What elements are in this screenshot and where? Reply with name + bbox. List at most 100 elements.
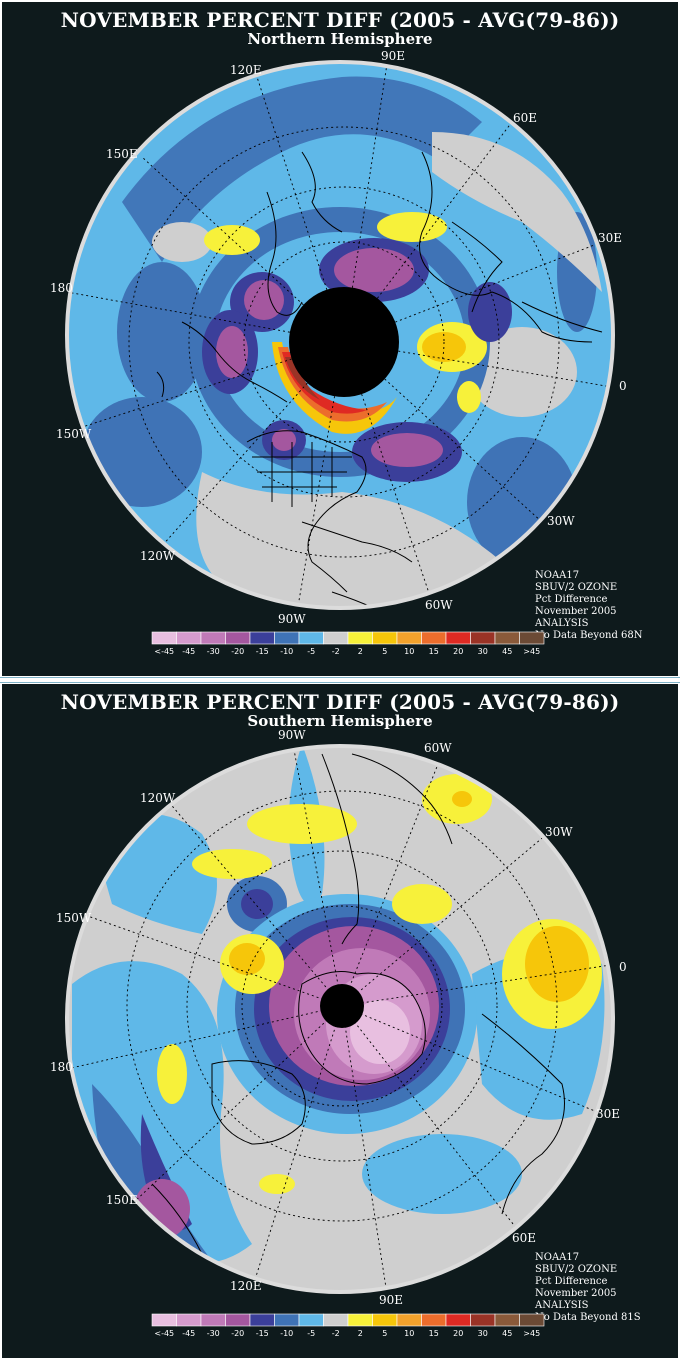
legend-label: -20 xyxy=(231,1329,244,1338)
legend-label: -5 xyxy=(307,647,315,656)
legend-label: 2 xyxy=(358,647,363,656)
lon-label-30w: 30W xyxy=(547,514,575,528)
info-data-limit: No Data Beyond 68N xyxy=(535,630,643,641)
legend-label: -15 xyxy=(256,647,269,656)
legend-swatch xyxy=(470,1313,496,1327)
legend-label: 5 xyxy=(382,647,387,656)
panel-divider xyxy=(0,677,680,683)
legend-label: 20 xyxy=(453,647,463,656)
color-legend-north: <-45 -45 -30 -20 -15 -10 -5 -2 2 5 10 15 20 30 45 >45 xyxy=(151,631,545,656)
legend-swatch xyxy=(347,631,373,645)
northern-hemisphere-map: 90E 60E 30E 0 30W 60W 90W 120W 150W 180 … xyxy=(50,49,627,626)
chart-title-north: NOVEMBER PERCENT DIFF (2005 - AVG(79-86)… xyxy=(60,8,620,32)
legend-swatch xyxy=(225,1313,251,1327)
legend-label: -15 xyxy=(256,1329,269,1338)
legend-swatch xyxy=(396,1313,422,1327)
legend-label: -5 xyxy=(307,1329,315,1338)
info-instrument: SBUV/2 OZONE xyxy=(535,582,618,593)
legend-swatch xyxy=(519,1313,545,1327)
legend-label: -20 xyxy=(231,647,244,656)
legend-swatch xyxy=(396,631,422,645)
legend-swatch xyxy=(249,1313,275,1327)
lon-label-0: 0 xyxy=(619,379,627,393)
legend-swatch xyxy=(445,631,471,645)
lon-label-120e: 120E xyxy=(230,63,262,77)
legend-swatch xyxy=(494,631,520,645)
info-type: ANALYSIS xyxy=(535,1300,589,1311)
lon-label-90e: 90E xyxy=(379,1293,403,1307)
legend-swatch xyxy=(200,1313,226,1327)
legend-label: 20 xyxy=(453,1329,463,1338)
lon-label-90w: 90W xyxy=(278,728,306,742)
lon-label-150e: 150E xyxy=(106,147,138,161)
ozone-field-north xyxy=(67,62,613,608)
lon-label-30w: 30W xyxy=(545,825,573,839)
info-date: November 2005 xyxy=(535,606,617,617)
lon-label-150w: 150W xyxy=(56,427,92,441)
lon-label-90e: 90E xyxy=(381,49,405,63)
lon-label-180: 180 xyxy=(50,1060,73,1074)
southern-hemisphere-panel: 90W 60W 30W 0 30E 60E 90E 120E 150E 180 … xyxy=(2,684,678,1358)
legend-swatch xyxy=(323,1313,349,1327)
legend-label: 10 xyxy=(404,1329,414,1338)
lon-label-120w: 120W xyxy=(140,791,176,805)
map-rim xyxy=(65,60,615,610)
legend-swatch xyxy=(347,1313,373,1327)
info-satellite: NOAA17 xyxy=(535,570,580,581)
legend-swatch xyxy=(470,631,496,645)
lon-label-60e: 60E xyxy=(513,111,537,125)
chart-subtitle-north: Northern Hemisphere xyxy=(247,30,433,48)
chart-subtitle-south: Southern Hemisphere xyxy=(247,712,433,730)
lon-label-60e: 60E xyxy=(512,1231,536,1245)
info-quantity: Pct Difference xyxy=(535,1276,608,1287)
legend-label: 45 xyxy=(502,1329,512,1338)
legend-label: -30 xyxy=(207,1329,220,1338)
northern-hemisphere-panel: 90E 60E 30E 0 30W 60W 90W 120W 150W 180 … xyxy=(2,2,678,676)
legend-label: 10 xyxy=(404,647,414,656)
lon-label-120e: 120E xyxy=(230,1279,262,1293)
lon-label-60w: 60W xyxy=(424,741,452,755)
lon-label-0: 0 xyxy=(619,960,627,974)
chart-title-south: NOVEMBER PERCENT DIFF (2005 - AVG(79-86)… xyxy=(60,690,620,714)
legend-label: -2 xyxy=(332,1329,340,1338)
legend-label: 15 xyxy=(429,647,439,656)
legend-label: -10 xyxy=(280,1329,293,1338)
legend-swatch xyxy=(372,631,398,645)
legend-label: 2 xyxy=(358,1329,363,1338)
info-block-south: NOAA17 SBUV/2 OZONE Pct Difference Novem… xyxy=(535,1252,641,1324)
map-rim xyxy=(65,744,615,1294)
southern-hemisphere-map: 90W 60W 30W 0 30E 60E 90E 120E 150E 180 … xyxy=(50,728,627,1307)
legend-swatch xyxy=(151,1313,177,1327)
legend-swatch xyxy=(372,1313,398,1327)
legend-label: 30 xyxy=(478,647,488,656)
legend-swatch xyxy=(274,1313,300,1327)
legend-swatch xyxy=(494,1313,520,1327)
info-date: November 2005 xyxy=(535,1288,617,1299)
legend-label: -45 xyxy=(182,1329,195,1338)
lon-label-30e: 30E xyxy=(598,231,622,245)
legend-label: 45 xyxy=(502,647,512,656)
lon-label-90w: 90W xyxy=(278,612,306,626)
legend-label: >45 xyxy=(523,647,540,656)
legend-label: 30 xyxy=(478,1329,488,1338)
legend-swatch xyxy=(249,631,275,645)
legend-swatch xyxy=(445,1313,471,1327)
ozone-field-south xyxy=(67,746,613,1292)
info-satellite: NOAA17 xyxy=(535,1252,580,1263)
legend-label: 15 xyxy=(429,1329,439,1338)
color-legend-south: <-45 -45 -30 -20 -15 -10 -5 -2 2 5 10 15 20 30 45 >45 xyxy=(151,1313,545,1338)
legend-swatch xyxy=(298,631,324,645)
legend-swatch xyxy=(421,631,447,645)
legend-label: 5 xyxy=(382,1329,387,1338)
legend-swatch xyxy=(176,1313,202,1327)
lon-label-30e: 30E xyxy=(596,1107,620,1121)
legend-label: -2 xyxy=(332,647,340,656)
info-block-north: NOAA17 SBUV/2 OZONE Pct Difference Novem… xyxy=(535,570,643,642)
info-data-limit: No Data Beyond 81S xyxy=(535,1312,641,1323)
legend-swatch xyxy=(298,1313,324,1327)
legend-swatch xyxy=(519,631,545,645)
legend-swatch xyxy=(225,631,251,645)
legend-label: -10 xyxy=(280,647,293,656)
lon-label-180: 180 xyxy=(50,281,73,295)
legend-label: -30 xyxy=(207,647,220,656)
